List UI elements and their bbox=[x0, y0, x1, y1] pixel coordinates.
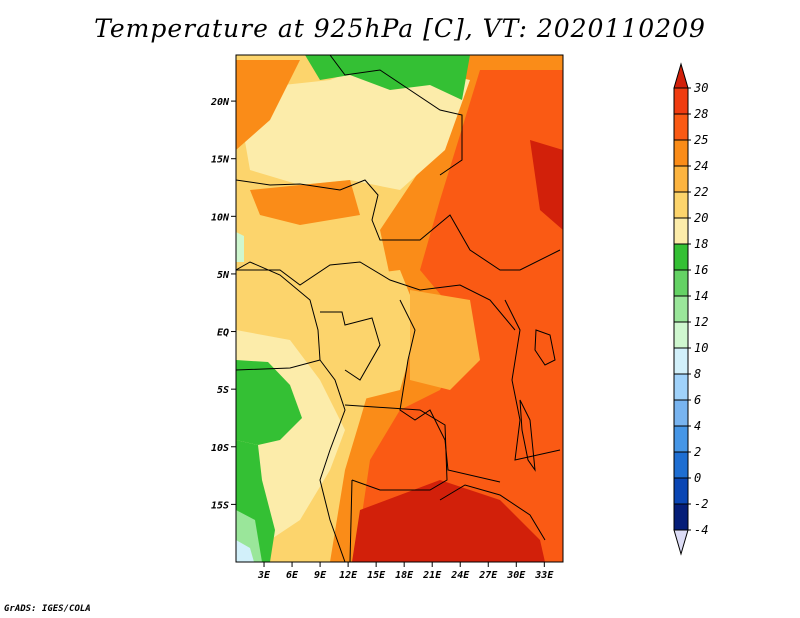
x-tick-label: 3E bbox=[257, 570, 271, 581]
colorbar-label: 18 bbox=[694, 237, 708, 251]
x-tick-label: 21E bbox=[422, 570, 442, 581]
colorbar-swatch bbox=[673, 321, 689, 349]
y-tick-label: 5S bbox=[217, 385, 229, 396]
colorbar-swatch bbox=[673, 425, 689, 453]
colorbar-label: 10 bbox=[694, 341, 708, 355]
y-tick-label: 10N bbox=[211, 212, 230, 223]
x-tick-label: 12E bbox=[339, 570, 358, 581]
colorbar-label: -2 bbox=[694, 497, 708, 511]
x-tick-label: 18E bbox=[395, 570, 414, 581]
colorbar-label: 24 bbox=[694, 159, 708, 173]
colorbar-top-arrow bbox=[673, 62, 689, 89]
colorbar-label: 20 bbox=[694, 211, 708, 225]
x-tick-label: 30E bbox=[506, 570, 526, 581]
grads-credit: GrADS: IGES/COLA bbox=[4, 604, 91, 614]
x-tick-label: 24E bbox=[450, 570, 470, 581]
x-tick-label: 33E bbox=[534, 570, 554, 581]
map-title: Temperature at 925hPa [C], VT: 202011020… bbox=[94, 14, 706, 43]
colorbar-label: 12 bbox=[694, 315, 708, 329]
y-tick-label: 15N bbox=[211, 155, 230, 166]
y-tick-label: 5N bbox=[217, 270, 230, 281]
colorbar-swatch bbox=[673, 217, 689, 245]
colorbar-label: 28 bbox=[694, 107, 708, 121]
colorbar-swatch bbox=[673, 399, 689, 427]
y-tick-label: 10S bbox=[211, 443, 229, 454]
colorbar-label: -4 bbox=[694, 523, 708, 537]
colorbar-swatch bbox=[673, 87, 689, 115]
x-tick-label: 15E bbox=[367, 570, 386, 581]
colorbar-label: 22 bbox=[694, 185, 708, 199]
colorbar-label: 2 bbox=[694, 445, 701, 459]
x-tick-label: 27E bbox=[478, 570, 498, 581]
y-tick-label: 15S bbox=[211, 500, 229, 511]
x-tick-label: 9E bbox=[314, 570, 327, 581]
colorbar-swatch bbox=[673, 165, 689, 193]
colorbar-label: 4 bbox=[694, 419, 701, 433]
colorbar-label: 16 bbox=[694, 263, 708, 277]
colorbar-label: 6 bbox=[694, 393, 701, 407]
y-axis: 20N 15N 10N 5N EQ 5S 10S 15S bbox=[210, 97, 236, 511]
colorbar-swatch bbox=[673, 191, 689, 219]
colorbar-bottom-arrow bbox=[673, 529, 689, 556]
colorbar-label: 14 bbox=[694, 289, 708, 303]
colorbar-label: 25 bbox=[694, 133, 708, 147]
colorbar-swatch bbox=[673, 477, 689, 505]
temperature-field bbox=[236, 55, 563, 562]
colorbar-swatch bbox=[673, 347, 689, 375]
colorbar-swatch bbox=[673, 113, 689, 141]
x-tick-label: 6E bbox=[286, 570, 299, 581]
colorbar-swatch bbox=[673, 373, 689, 401]
colorbar-label: 30 bbox=[693, 81, 708, 95]
colorbar-swatch bbox=[673, 243, 689, 271]
colorbar-swatch bbox=[673, 269, 689, 297]
colorbar-label: 0 bbox=[694, 471, 701, 485]
map-frame bbox=[235, 54, 564, 563]
y-tick-label: EQ bbox=[217, 328, 229, 339]
colorbar-swatch bbox=[673, 295, 689, 323]
colorbar-swatch bbox=[673, 139, 689, 167]
colorbar-swatch bbox=[673, 503, 689, 531]
colorbar-label: 8 bbox=[694, 367, 701, 381]
colorbar-swatch bbox=[673, 451, 689, 479]
x-axis: 3E 6E 9E 12E 15E 18E 21E 24E 27E 30E 33E bbox=[257, 562, 554, 581]
y-tick-label: 20N bbox=[210, 97, 230, 108]
